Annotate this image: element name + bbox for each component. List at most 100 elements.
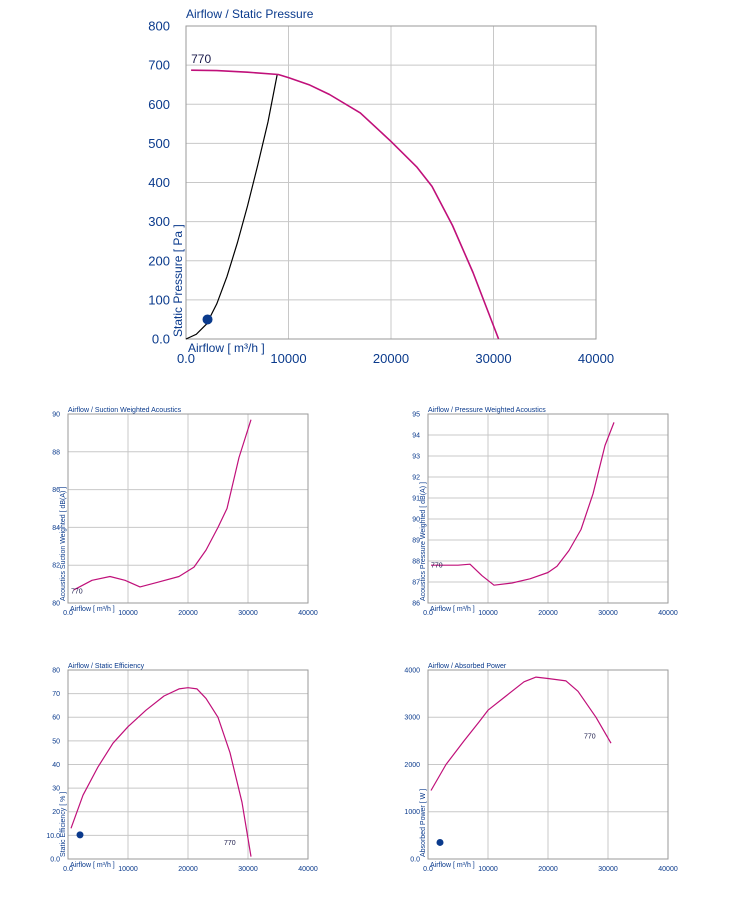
y-tick-label: 60 — [52, 715, 60, 722]
chart-main: Airflow / Static Pressure 0.0 10000 20000 30… — [148, 7, 614, 366]
y-tick-label: 82 — [52, 563, 60, 570]
plot-frame — [67, 669, 309, 860]
x-tick-label: 30000 — [598, 866, 618, 873]
x-tick-label: 10000 — [118, 866, 138, 873]
x-axis-label: Airflow [ m³/h ] — [70, 862, 115, 869]
x-tick-label: 0.0 — [423, 866, 433, 873]
series-label: 770 — [431, 562, 443, 569]
x-tick-label: 40000 — [658, 866, 678, 873]
x-tick-label: 0.0 — [63, 866, 73, 873]
series-line — [70, 687, 252, 857]
series-label: 770 — [224, 840, 236, 847]
y-tick-label: 80 — [52, 600, 60, 607]
y-tick-label: 1000 — [404, 809, 420, 816]
y-tick-label: 93 — [412, 453, 420, 460]
y-tick-label: 0.0 — [410, 856, 420, 863]
plot-frame — [427, 413, 669, 604]
series-line — [191, 69, 500, 340]
chart-power: Airflow / Absorbed Power 0.0 10000 20000 300… — [404, 663, 677, 873]
y-tick-label: 0.0 — [152, 332, 170, 347]
y-tick-label: 40 — [52, 762, 60, 769]
x-tick-label: 10000 — [118, 610, 138, 617]
series-line — [431, 422, 615, 586]
y-tick-label: 500 — [148, 136, 170, 151]
x-tick-label: 30000 — [238, 866, 258, 873]
y-tick-label: 70 — [52, 691, 60, 698]
y-tick-label: 88 — [52, 449, 60, 456]
chart-title: Airflow / Static Pressure — [186, 7, 314, 21]
y-tick-label: 0.0 — [50, 856, 60, 863]
y-tick-label: 400 — [148, 175, 170, 190]
chart-suction: Airflow / Suction Weighted Acoustics 0.0 1… — [52, 407, 318, 617]
series-line — [430, 676, 612, 791]
x-tick-label: 30000 — [598, 610, 618, 617]
y-axis-label: Absorbed Power [ W ] — [420, 789, 427, 857]
y-tick-label: 30 — [52, 786, 60, 793]
y-tick-label: 4000 — [404, 667, 420, 674]
y-tick-label: 90 — [52, 411, 60, 418]
y-tick-label: 95 — [412, 411, 420, 418]
y-axis-label: Static Pressure [ Pa ] — [171, 224, 185, 337]
x-tick-label: 20000 — [373, 351, 409, 366]
operating-point — [76, 831, 84, 839]
y-tick-label: 87 — [412, 579, 420, 586]
series-line — [73, 419, 252, 591]
x-tick-label: 0.0 — [63, 610, 73, 617]
y-tick-label: 3000 — [404, 715, 420, 722]
y-tick-label: 86 — [412, 600, 420, 607]
x-tick-label: 20000 — [538, 866, 558, 873]
chart-title: Airflow / Absorbed Power — [428, 663, 507, 670]
y-tick-label: 80 — [52, 667, 60, 674]
x-axis-label: Airflow [ m³/h ] — [430, 862, 475, 869]
y-tick-label: 89 — [412, 537, 420, 544]
x-axis-label: Airflow [ m³/h ] — [430, 606, 475, 613]
plot-frame — [427, 669, 669, 860]
y-tick-label: 92 — [412, 474, 420, 481]
y-tick-label: 90 — [412, 516, 420, 523]
x-tick-label: 10000 — [478, 610, 498, 617]
y-tick-label: 88 — [412, 558, 420, 565]
y-tick-label: 100 — [148, 292, 170, 307]
y-tick-label: 700 — [148, 58, 170, 73]
x-tick-label: 20000 — [178, 866, 198, 873]
series-label: 770 — [71, 589, 83, 596]
plot-frame — [67, 413, 309, 604]
chart-title: Airflow / Static Efficiency — [68, 663, 145, 670]
y-axis-label: Acoustics Suction Weighted [ dB(A) ] — [60, 487, 67, 601]
chart-title: Airflow / Pressure Weighted Acoustics — [428, 407, 546, 414]
x-tick-label: 30000 — [238, 610, 258, 617]
y-tick-label: 300 — [148, 214, 170, 229]
y-axis-label: Acoustics Pressure Weighted [ dB(A) ] — [420, 482, 427, 601]
x-tick-label: 10000 — [270, 351, 306, 366]
series-label: 770 — [584, 734, 596, 741]
y-tick-label: 94 — [412, 432, 420, 439]
chart-title: Airflow / Suction Weighted Acoustics — [68, 407, 182, 414]
y-tick-label: 600 — [148, 97, 170, 112]
x-tick-label: 40000 — [298, 610, 318, 617]
x-tick-label: 40000 — [578, 351, 614, 366]
y-tick-label: 50 — [52, 738, 60, 745]
x-axis-label: Airflow [ m³/h ] — [188, 341, 265, 355]
y-tick-label: 20 — [52, 809, 60, 816]
y-tick-label: 84 — [52, 525, 60, 532]
x-tick-label: 20000 — [538, 610, 558, 617]
y-tick-label: 2000 — [404, 762, 420, 769]
chart-pressure-acoustics: Airflow / Pressure Weighted Acoustics 0.0… — [412, 407, 678, 617]
y-tick-label: 800 — [148, 19, 170, 34]
x-tick-label: 30000 — [475, 351, 511, 366]
y-tick-label: 91 — [412, 495, 420, 502]
y-axis-label: Static Efficiency [ % ] — [60, 792, 67, 857]
y-tick-label: 200 — [148, 253, 170, 268]
series-label: 770 — [191, 52, 211, 66]
system-curve — [185, 74, 278, 340]
x-axis-label: Airflow [ m³/h ] — [70, 606, 115, 613]
y-tick-label: 10.0 — [46, 833, 60, 840]
y-tick-label: 86 — [52, 487, 60, 494]
x-tick-label: 20000 — [178, 610, 198, 617]
x-tick-label: 0.0 — [177, 351, 195, 366]
x-tick-label: 0.0 — [423, 610, 433, 617]
operating-point — [436, 838, 444, 846]
plot-frame — [185, 25, 597, 340]
